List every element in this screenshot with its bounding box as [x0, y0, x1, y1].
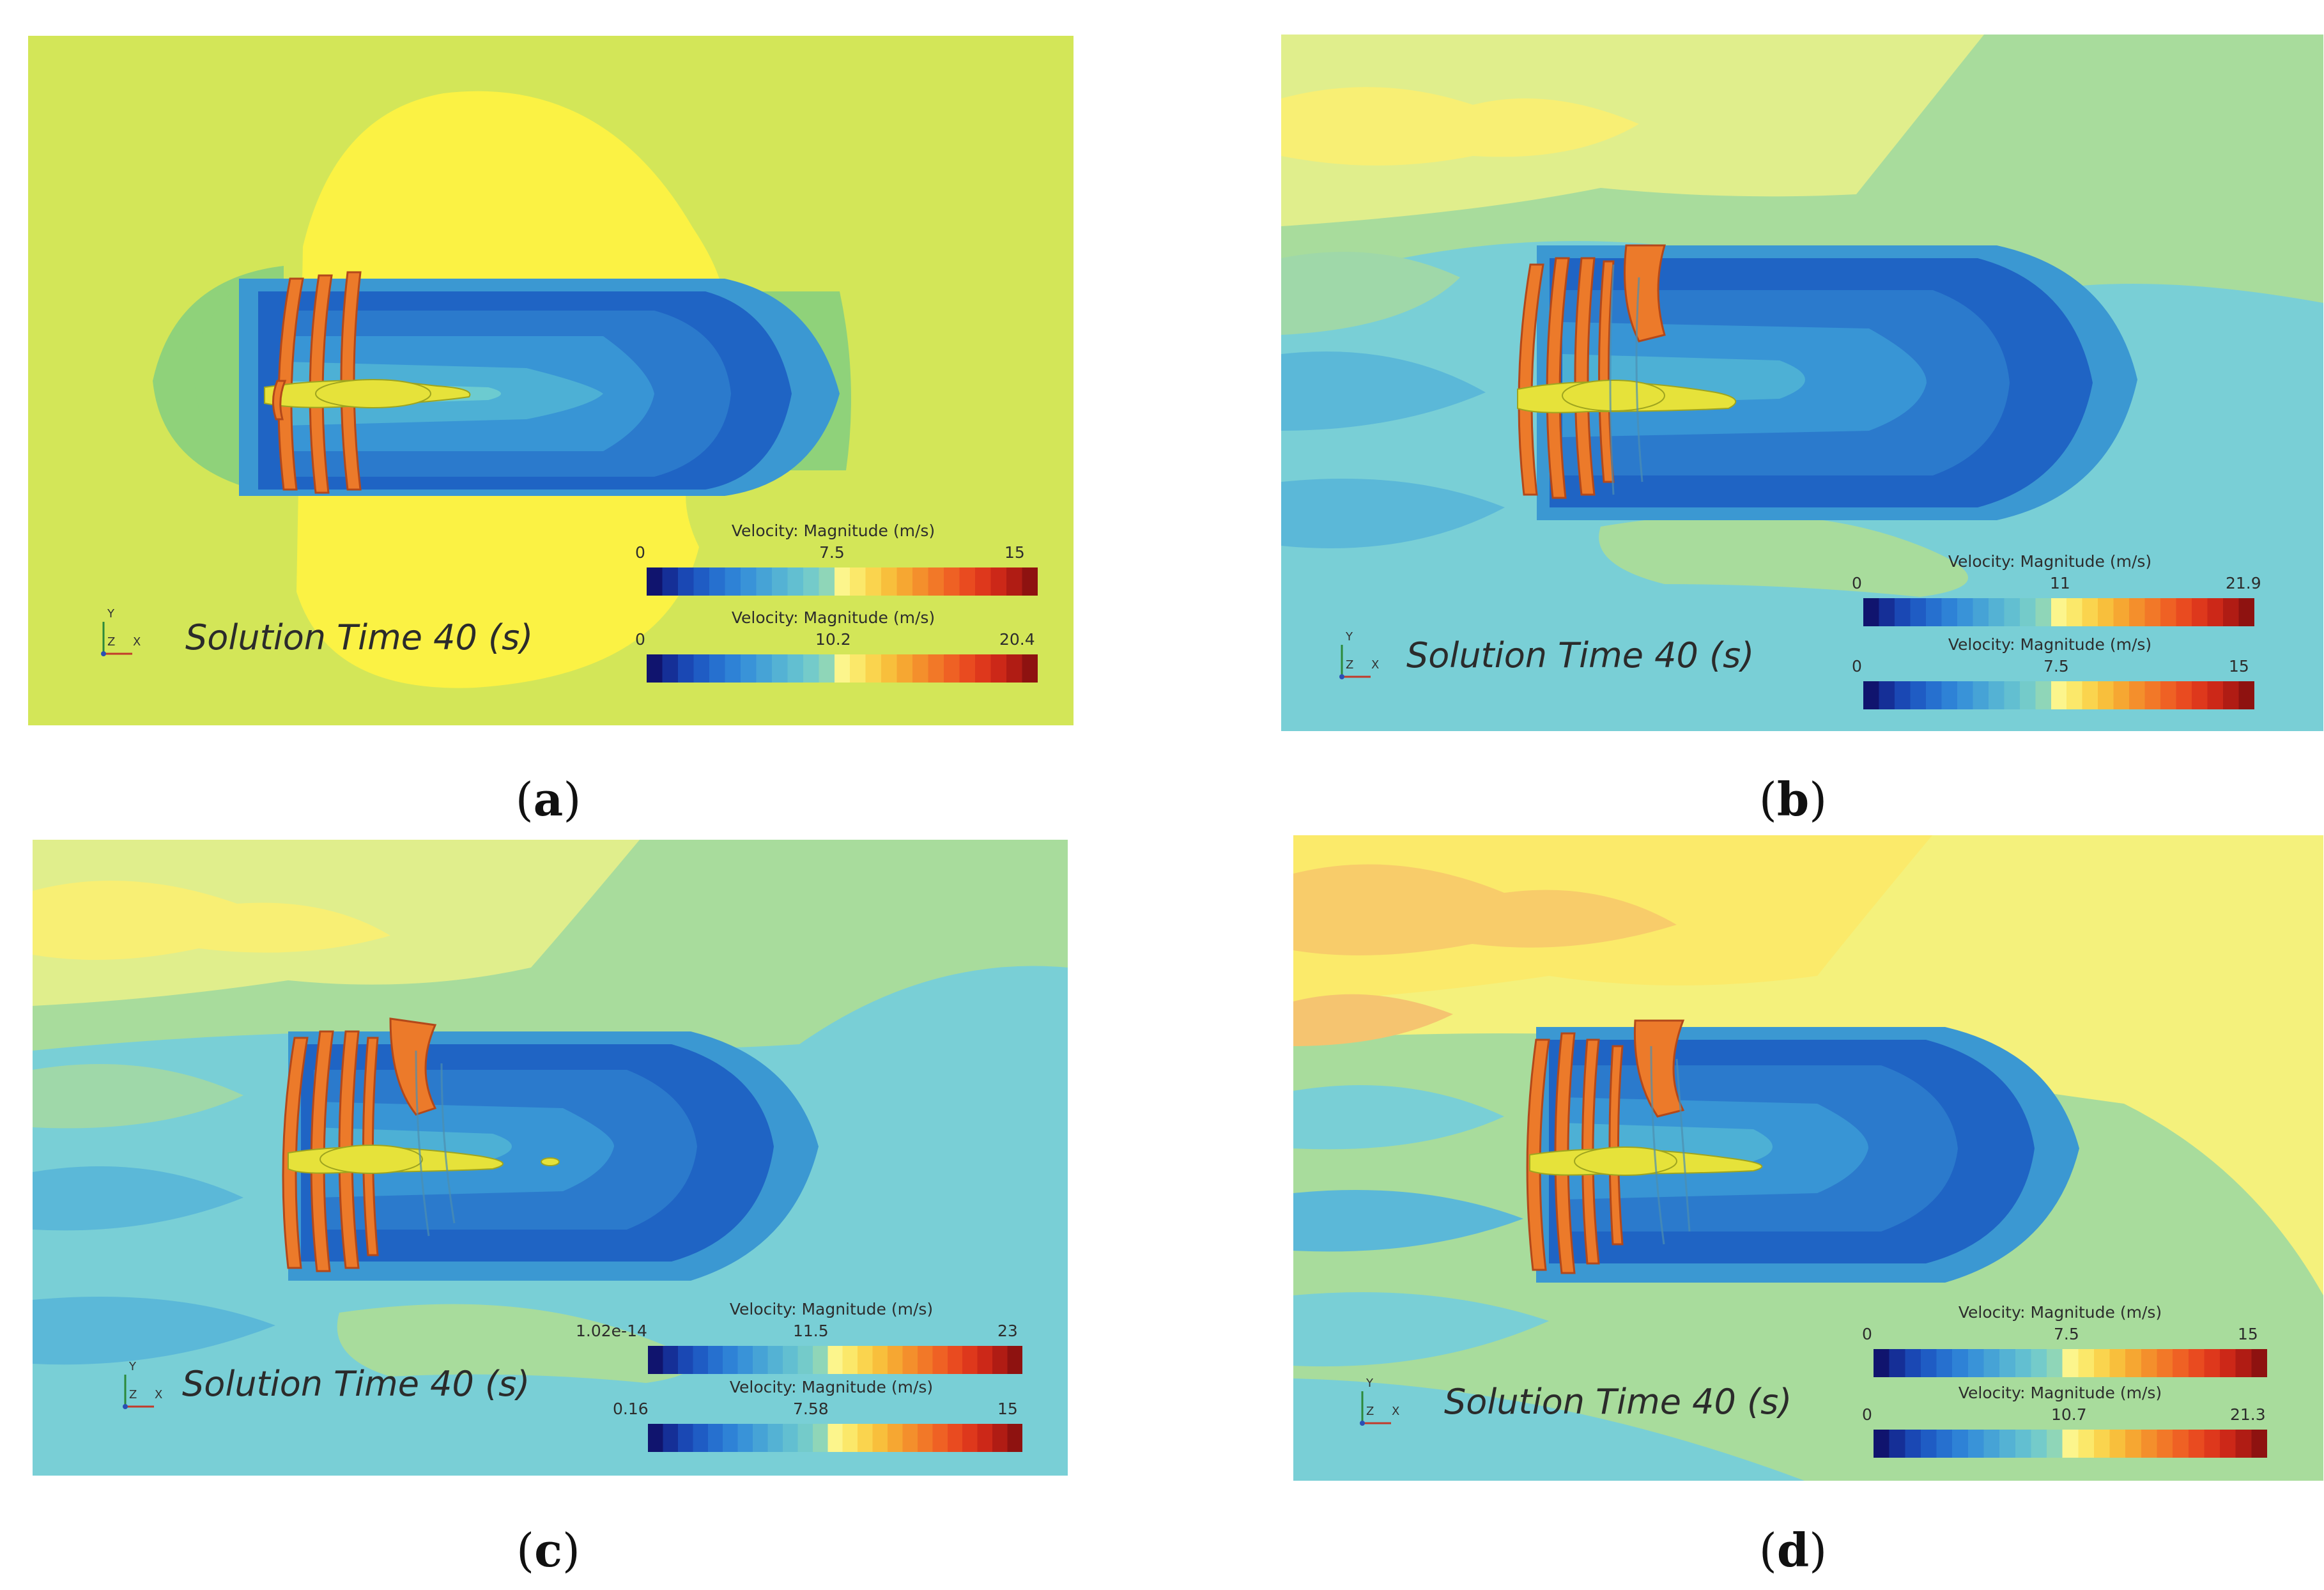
- velocity-field-d: [1293, 835, 2323, 1481]
- color-bar: [648, 1424, 1022, 1452]
- legend-top: Velocity: Magnitude (m/s) 0 7.5 15: [1862, 1303, 2271, 1386]
- panel-a-contour: Y Z X Solution Time 40 (s) Velocity: Mag…: [28, 36, 1074, 725]
- caption-c: (c): [516, 1523, 581, 1577]
- velocity-field-c: [33, 840, 1068, 1476]
- axis-triad-icon: Y Z X: [119, 1359, 170, 1416]
- color-bar: [1874, 1430, 2267, 1458]
- axis-triad-icon: Y Z X: [1356, 1375, 1407, 1433]
- solution-time-label: Solution Time 40 (s): [1406, 635, 1755, 675]
- legend-bottom: Velocity: Magnitude (m/s) 0 10.7 21.3: [1862, 1384, 2271, 1467]
- caption-d: (d): [1758, 1523, 1828, 1577]
- panel-d-contour: Y Z X Solution Time 40 (s) Velocity: Mag…: [1293, 835, 2323, 1481]
- caption-a: (a): [515, 772, 581, 826]
- caption-b: (b): [1758, 772, 1828, 826]
- solution-time-label: Solution Time 40 (s): [185, 617, 534, 658]
- panel-c-contour: Y Z X Solution Time 40 (s) Velocity: Mag…: [33, 840, 1068, 1476]
- legend-top: Velocity: Magnitude (m/s) 1.02e-14 11.5 …: [576, 1300, 1022, 1383]
- color-bar: [1863, 681, 2254, 709]
- legend-top: Velocity: Magnitude (m/s) 0 11 21.9: [1852, 552, 2261, 635]
- solution-time-label: Solution Time 40 (s): [1444, 1382, 1792, 1422]
- legend-bottom: Velocity: Magnitude (m/s) 0.16 7.58 15: [608, 1378, 1022, 1461]
- velocity-field-a: [28, 36, 1074, 725]
- legend-bottom: Velocity: Magnitude (m/s) 0 7.5 15: [1852, 635, 2261, 718]
- color-bar: [648, 1346, 1022, 1374]
- solution-time-label: Solution Time 40 (s): [182, 1364, 530, 1404]
- legend-bottom: Velocity: Magnitude (m/s) 0 10.2 20.4: [635, 608, 1044, 698]
- color-bar: [1863, 598, 2254, 626]
- legend-top: Velocity: Magnitude (m/s) 0 7.5 15: [635, 521, 1044, 611]
- color-bar: [647, 654, 1038, 683]
- axis-triad-icon: Y Z X: [97, 606, 148, 663]
- color-bar: [1874, 1349, 2267, 1377]
- color-bar: [647, 567, 1038, 596]
- axis-triad-icon: Y Z X: [1335, 629, 1387, 686]
- panel-b-contour: Y Z X Solution Time 40 (s) Velocity: Mag…: [1281, 35, 2323, 731]
